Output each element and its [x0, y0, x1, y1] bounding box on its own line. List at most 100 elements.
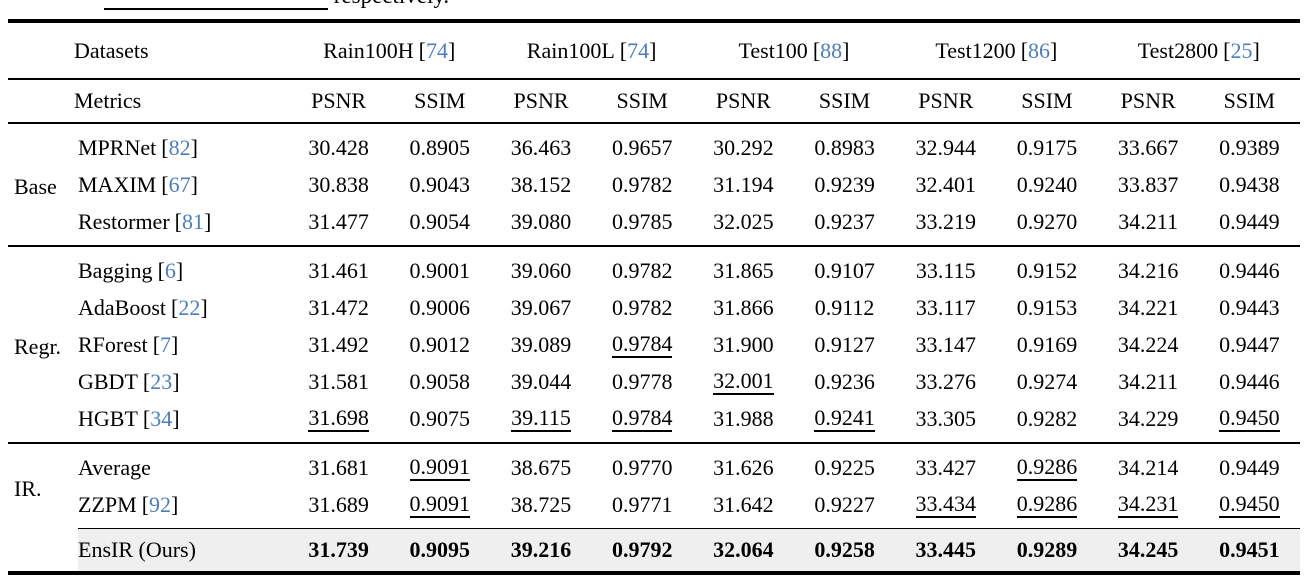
- metric-value: 38.152: [510, 171, 572, 197]
- metric-header: SSIM: [793, 79, 896, 124]
- metric-value: 32.001: [693, 363, 794, 400]
- citation-number[interactable]: 22: [178, 294, 201, 320]
- metric-header: PSNR: [490, 79, 592, 124]
- metric-header: PSNR: [692, 79, 794, 124]
- metric-value: 0.9770: [611, 454, 673, 480]
- metric-value: 0.9001: [409, 257, 471, 283]
- metric-value: 0.9282: [1016, 405, 1078, 431]
- metric-value: 34.211: [1118, 208, 1178, 234]
- citation-number[interactable]: 67: [168, 171, 191, 197]
- dataset-header-test100: Test10088: [692, 21, 896, 80]
- citation-number[interactable]: 81: [181, 208, 204, 234]
- metric-value: 31.472: [308, 294, 369, 320]
- metric-value: 34.245: [1097, 528, 1199, 573]
- metric-value: 0.9152: [1016, 257, 1078, 283]
- metric-value: 30.428: [308, 134, 369, 160]
- metric-value: 0.9451: [1198, 528, 1300, 573]
- citation-number[interactable]: 86: [1028, 37, 1051, 63]
- citation-number[interactable]: 92: [149, 491, 172, 517]
- citation-number[interactable]: 25: [1230, 37, 1253, 63]
- metric-value: 31.900: [713, 331, 774, 357]
- metric-value: 31.866: [713, 294, 774, 320]
- metric-value: 30.838: [308, 171, 369, 197]
- table-row: Regr. Bagging6 31.461 0.9001 39.060 0.97…: [8, 246, 1300, 360]
- metric-value: 33.305: [915, 405, 977, 431]
- citation-number[interactable]: 34: [150, 405, 173, 431]
- metric-header: SSIM: [1198, 79, 1300, 124]
- citation-number[interactable]: 23: [150, 368, 173, 394]
- metric-value: 32.401: [915, 171, 977, 197]
- metric-value: 32.944: [915, 134, 977, 160]
- citation: 34: [143, 406, 180, 431]
- table-row: ZZPM92 31.689 0.9091 38.725 0.9771 31.64…: [8, 486, 1300, 529]
- metric-value: 0.9450: [1199, 400, 1300, 443]
- metric-value: 31.689: [308, 491, 369, 517]
- method-name: MAXIM67: [78, 166, 288, 203]
- metric-value: 0.9784: [592, 326, 693, 363]
- metric-value: 0.9095: [389, 528, 491, 573]
- citation-number[interactable]: 74: [627, 37, 650, 63]
- metric-value: 0.9107: [814, 257, 875, 283]
- method-name: MPRNet82: [78, 123, 288, 166]
- metric-value: 33.434: [895, 486, 996, 529]
- metric-value: 0.9449: [1219, 208, 1280, 234]
- citation: 7: [153, 332, 179, 357]
- metric-value: 0.9012: [409, 331, 471, 357]
- metric-value: 33.219: [915, 208, 977, 234]
- metric-value: 39.089: [510, 331, 572, 357]
- metric-value: 0.9043: [409, 171, 471, 197]
- metric-header: SSIM: [389, 79, 491, 124]
- citation-number[interactable]: 6: [164, 257, 176, 283]
- citation: 86: [1021, 38, 1058, 63]
- metric-value: 31.681: [308, 454, 369, 480]
- method-name: EnsIR (Ours): [78, 528, 289, 573]
- method-name: Average: [78, 454, 151, 480]
- citation-number[interactable]: 88: [820, 37, 843, 63]
- metric-value: 31.626: [713, 454, 774, 480]
- table-row: IR. Average 31.681 0.9091 38.675 0.9770 …: [8, 443, 1300, 501]
- dataset-header-test1200: Test120086: [895, 21, 1098, 80]
- metric-value: 34.216: [1117, 257, 1179, 283]
- metric-value: 31.988: [713, 405, 774, 431]
- metric-value: 33.147: [915, 331, 977, 357]
- metric-value: 33.117: [915, 294, 976, 320]
- metric-value: 0.9286: [996, 486, 1097, 529]
- table-row: Base MPRNet82 30.428 0.8905 36.463 0.965…: [8, 123, 1300, 200]
- dataset-header-test2800: Test280025: [1097, 21, 1300, 80]
- metric-value: 0.9449: [1219, 454, 1280, 480]
- citation: 25: [1223, 38, 1260, 63]
- metric-value: 0.9112: [814, 294, 875, 320]
- metric-value: 0.8983: [814, 134, 875, 160]
- metric-value: 0.9054: [409, 208, 471, 234]
- metric-value: 0.9443: [1219, 294, 1280, 320]
- metric-value: 39.044: [510, 368, 572, 394]
- metric-value: 0.9127: [814, 331, 875, 357]
- metric-value: 30.292: [713, 134, 774, 160]
- citation-number[interactable]: 7: [160, 331, 172, 357]
- table-row: GBDT23 31.581 0.9058 39.044 0.9778 32.00…: [8, 363, 1300, 400]
- metric-value: 33.837: [1117, 171, 1179, 197]
- metric-value: 0.9236: [814, 368, 875, 394]
- metric-value: 0.9782: [611, 294, 673, 320]
- metric-value: 33.276: [915, 368, 977, 394]
- citation: 23: [143, 369, 180, 394]
- citation: 92: [142, 492, 179, 517]
- citation-number[interactable]: 82: [168, 134, 191, 160]
- table-row: RForest7 31.492 0.9012 39.089 0.9784 31.…: [8, 326, 1300, 363]
- metric-value: 36.463: [510, 134, 572, 160]
- metric-value: 0.9175: [1016, 134, 1078, 160]
- citation: 82: [161, 135, 198, 160]
- metric-value: 31.739: [288, 528, 390, 573]
- method-name: Restormer81: [78, 203, 288, 246]
- metric-value: 0.9450: [1199, 486, 1300, 529]
- metric-value: 39.115: [490, 400, 591, 443]
- metric-value: 0.9782: [611, 257, 673, 283]
- citation-number[interactable]: 74: [425, 37, 448, 63]
- metric-value: 31.461: [308, 257, 369, 283]
- metric-value: 32.025: [713, 208, 774, 234]
- method-name: Bagging6: [78, 246, 288, 289]
- metric-value: 33.667: [1117, 134, 1179, 160]
- metric-value: 0.9274: [1016, 368, 1078, 394]
- method-name: AdaBoost22: [78, 289, 288, 326]
- method-name: HGBT34: [78, 400, 288, 443]
